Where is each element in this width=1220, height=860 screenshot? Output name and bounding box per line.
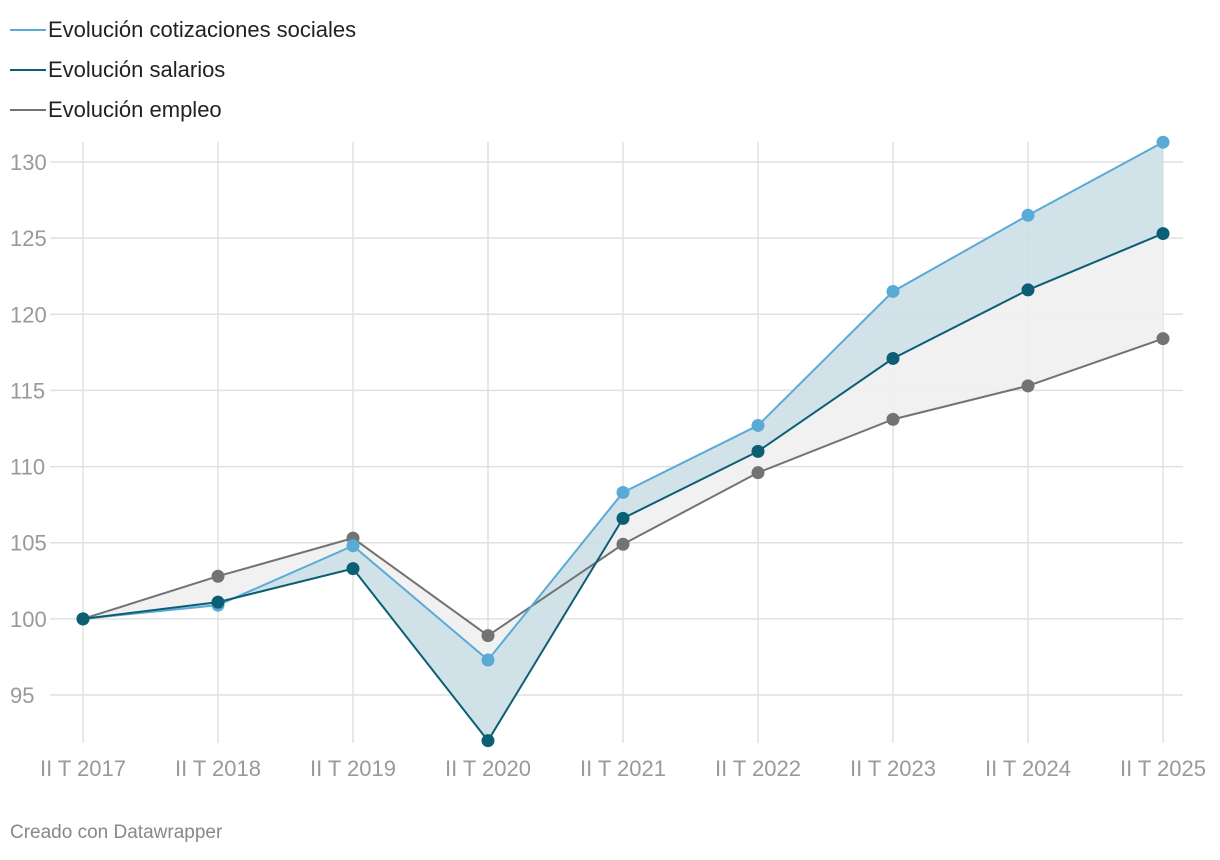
data-point-salarios bbox=[481, 734, 495, 748]
data-point-salarios bbox=[751, 444, 765, 458]
x-tick-label: II T 2018 bbox=[175, 756, 261, 781]
x-tick-label: II T 2020 bbox=[445, 756, 531, 781]
x-tick-label: II T 2019 bbox=[310, 756, 396, 781]
data-point-salarios bbox=[346, 562, 360, 576]
data-point-cotizaciones bbox=[1156, 135, 1170, 149]
legend-swatch-cotizaciones bbox=[10, 29, 46, 31]
data-point-empleo bbox=[616, 537, 630, 551]
legend-item-salarios: Evolución salarios bbox=[10, 50, 356, 90]
legend-item-cotizaciones: Evolución cotizaciones sociales bbox=[10, 10, 356, 50]
legend-label-salarios: Evolución salarios bbox=[48, 57, 226, 82]
data-point-salarios bbox=[886, 351, 900, 365]
y-tick-label: 115 bbox=[10, 378, 45, 403]
data-point-salarios bbox=[211, 595, 225, 609]
x-tick-label: II T 2025 bbox=[1120, 756, 1206, 781]
x-tick-label: II T 2017 bbox=[40, 756, 126, 781]
y-tick-label: 110 bbox=[10, 455, 45, 480]
data-point-empleo bbox=[1156, 332, 1170, 346]
data-point-empleo bbox=[751, 466, 765, 480]
data-point-salarios bbox=[76, 612, 90, 626]
data-point-salarios bbox=[1156, 227, 1170, 241]
legend-swatch-salarios bbox=[10, 69, 46, 71]
data-point-cotizaciones bbox=[886, 284, 900, 298]
legend-item-empleo: Evolución empleo bbox=[10, 90, 356, 130]
y-tick-label: 130 bbox=[10, 150, 47, 175]
x-tick-label: II T 2021 bbox=[580, 756, 666, 781]
line-chart: 95 100 105 110 115 120 125 130 II T 2017 II T 201… bbox=[10, 135, 1206, 781]
legend-swatch-empleo bbox=[10, 109, 46, 111]
x-tick-label: II T 2023 bbox=[850, 756, 936, 781]
data-point-cotizaciones bbox=[1021, 208, 1035, 222]
data-point-empleo bbox=[886, 412, 900, 426]
y-tick-label: 120 bbox=[10, 302, 47, 327]
data-point-empleo bbox=[211, 569, 225, 583]
data-point-salarios bbox=[1021, 283, 1035, 297]
legend-label-empleo: Evolución empleo bbox=[48, 97, 222, 122]
legend: Evolución cotizaciones sociales Evolució… bbox=[10, 10, 356, 130]
data-point-cotizaciones bbox=[481, 653, 495, 667]
data-point-salarios bbox=[616, 511, 630, 525]
data-point-empleo bbox=[481, 629, 495, 643]
data-point-empleo bbox=[1021, 379, 1035, 393]
x-tick-label: II T 2022 bbox=[715, 756, 801, 781]
data-point-cotizaciones bbox=[616, 485, 630, 499]
footer-credit: Creado con Datawrapper bbox=[10, 822, 223, 843]
y-tick-label: 125 bbox=[10, 226, 47, 251]
data-point-cotizaciones bbox=[751, 418, 765, 432]
data-point-cotizaciones bbox=[346, 539, 360, 553]
y-tick-label: 105 bbox=[10, 531, 47, 556]
legend-label-cotizaciones: Evolución cotizaciones sociales bbox=[48, 17, 357, 42]
y-tick-label: 100 bbox=[10, 607, 47, 632]
y-tick-label: 95 bbox=[10, 683, 34, 708]
x-tick-label: II T 2024 bbox=[985, 756, 1071, 781]
